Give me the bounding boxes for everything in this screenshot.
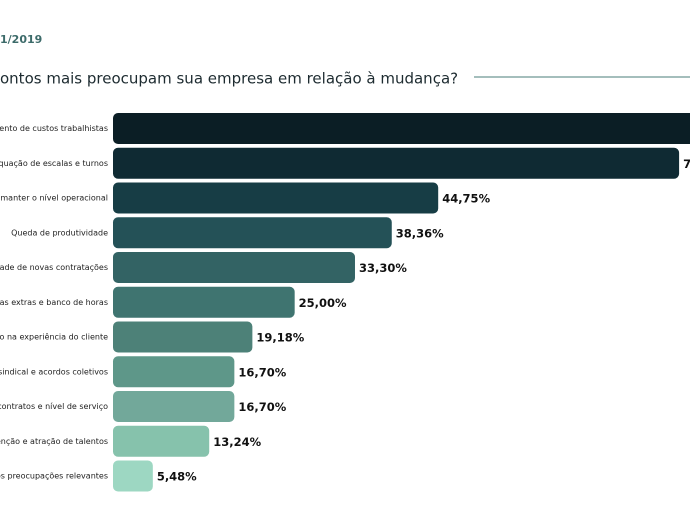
chart-title: ontos mais preocupam sua empresa em rela… — [0, 70, 458, 88]
category-label: ra manter o nível operacional — [0, 194, 108, 203]
value-label: 38,36% — [396, 226, 444, 240]
category-label: dequação de escalas e turnos — [0, 159, 108, 168]
bar — [113, 391, 235, 422]
bar — [113, 252, 355, 283]
value-label: 16,70% — [238, 365, 286, 379]
category-label: acto na experiência do cliente — [0, 332, 108, 342]
category-label: mos preocupações relevantes — [0, 472, 108, 481]
value-label: 5,48% — [157, 470, 197, 484]
value-label: 16,70% — [238, 400, 286, 414]
bar — [113, 356, 235, 388]
bar — [113, 113, 690, 144]
date: 1/2019 — [0, 33, 42, 46]
category-label: tenção e atração de talentos — [0, 437, 108, 446]
category-label: horas extras e banco de horas — [0, 298, 108, 307]
category-label: mento de custos trabalhistas — [0, 124, 108, 133]
bar — [113, 147, 680, 179]
value-label: 19,18% — [256, 331, 304, 345]
value-label: 77,90% — [683, 157, 690, 171]
category-label: de contratos e nível de serviço — [0, 402, 108, 411]
category-label: Queda de produtividade — [11, 228, 108, 237]
value-label: 13,24% — [213, 435, 261, 449]
value-label: 33,30% — [359, 261, 407, 275]
bar — [113, 460, 153, 492]
category-label: io sindical e acordos coletivos — [0, 367, 108, 376]
bar — [113, 286, 295, 318]
value-label: 25,00% — [299, 296, 347, 310]
value-label: 44,75% — [442, 192, 490, 206]
bar — [113, 182, 439, 214]
category-label: sidade de novas contratações — [0, 263, 108, 272]
bar — [113, 217, 392, 249]
bar — [113, 321, 253, 353]
bar — [113, 425, 210, 457]
